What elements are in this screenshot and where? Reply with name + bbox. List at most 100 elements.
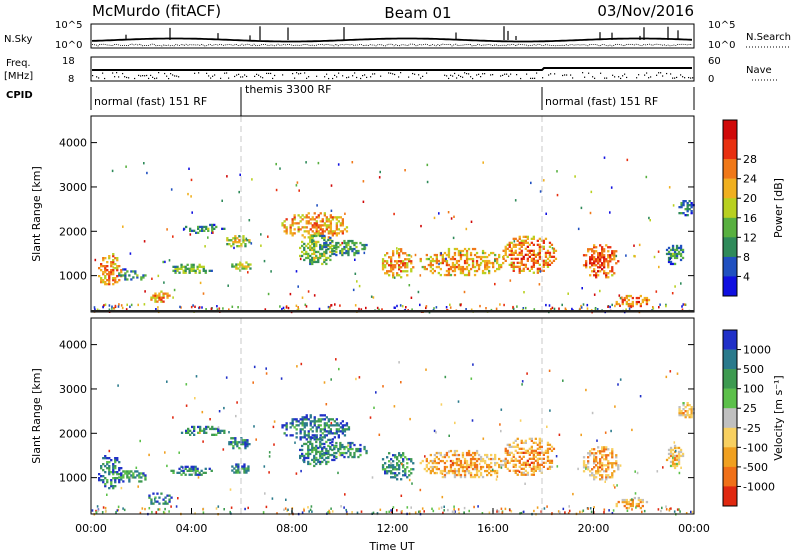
scatter-cell (546, 447, 550, 450)
scatter-cell (673, 466, 677, 470)
scatter-cell (679, 450, 683, 454)
scatter-cell (317, 418, 320, 421)
scatter-cell (118, 479, 121, 482)
scatter-cell (690, 206, 693, 209)
scatter-cell (189, 429, 192, 432)
nave-point (420, 77, 422, 79)
scatter-cell (451, 469, 455, 473)
scatter-cell (514, 245, 517, 248)
scatter-cell (408, 458, 411, 461)
scatter-cell (643, 298, 646, 302)
scatter-cell (112, 467, 115, 470)
scatter-cell (518, 465, 521, 468)
scatter-cell (228, 239, 231, 242)
scatter-cell (291, 420, 294, 423)
scatter-cell (516, 257, 519, 260)
scatter-cell (645, 300, 649, 304)
scatter-cell (608, 509, 610, 512)
scatter-cell (112, 477, 115, 480)
scatter-cell (599, 450, 602, 453)
scatter-cell (455, 265, 459, 269)
scatter-cell (518, 265, 521, 268)
scatter-cell (325, 403, 328, 406)
scatter-cell (613, 258, 616, 261)
scatter-cell (321, 232, 324, 235)
scatter-cell (673, 262, 677, 266)
freq-strip-frame (90, 56, 695, 82)
scatter-cell (207, 229, 210, 232)
scatter-cell (388, 466, 391, 469)
scatter-cell (631, 300, 634, 304)
scatter-cell (191, 229, 194, 232)
scatter-cell (235, 267, 238, 270)
scatter-cell (586, 303, 589, 307)
scatter-cell (523, 291, 525, 294)
scatter-cell (506, 449, 509, 452)
scatter-cell (671, 252, 675, 256)
scatter-cell (675, 254, 679, 258)
colorbar-block (723, 198, 737, 218)
scatter-cell (465, 261, 469, 265)
scatter-cell (686, 204, 689, 207)
scatter-cell (345, 508, 347, 512)
scatter-cell (325, 220, 328, 223)
scatter-cell (232, 237, 235, 240)
scatter-cell (626, 509, 629, 512)
scatter-cell (538, 463, 541, 466)
scatter-cell (555, 455, 558, 458)
scatter-cell (585, 264, 588, 267)
scatter-cell (627, 500, 630, 504)
scatter-cell (532, 467, 535, 470)
scatter-cell (538, 441, 541, 444)
nave-point (638, 74, 640, 76)
scatter-cell (465, 273, 469, 277)
scatter-cell (323, 414, 326, 417)
scatter-cell (603, 511, 605, 514)
scatter-cell (546, 459, 550, 462)
scatter-cell (686, 210, 689, 213)
scatter-cell (281, 424, 284, 427)
scatter-cell (611, 250, 614, 253)
nave-point (144, 75, 146, 77)
scatter-cell (463, 511, 465, 514)
scatter-cell (226, 237, 229, 240)
scatter-cell (313, 226, 316, 229)
scatter-cell (323, 426, 326, 429)
scatter-cell (184, 269, 187, 272)
scatter-cell (160, 296, 163, 299)
scatter-cell (599, 264, 602, 267)
scatter-cell (512, 253, 515, 256)
scatter-cell (390, 462, 393, 465)
scatter-cell (681, 256, 685, 260)
scatter-cell (345, 249, 348, 253)
scatter-cell (625, 294, 628, 298)
scatter-cell (313, 218, 316, 221)
scatter-cell (325, 447, 328, 451)
scatter-cell (388, 256, 391, 259)
scatter-cell (530, 241, 533, 244)
scatter-cell (234, 235, 237, 238)
nave-point (408, 76, 410, 78)
scatter-cell (106, 283, 109, 286)
scatter-cell (372, 296, 375, 299)
scatter-cell (236, 445, 239, 448)
scatter-cell (291, 424, 294, 427)
scatter-cell (297, 420, 300, 423)
scatter-cell (673, 444, 677, 448)
scatter-cell (433, 471, 436, 475)
scatter-cell (538, 267, 541, 270)
scatter-cell (118, 272, 121, 275)
scatter-cell (599, 474, 602, 477)
scatter-cell (520, 439, 523, 442)
scatter-cell (315, 452, 318, 456)
noise-strip-frame (90, 23, 695, 49)
scatter-cell (538, 451, 541, 454)
scatter-cell (399, 304, 402, 307)
scatter-cell (597, 446, 600, 449)
scatter-cell (93, 306, 96, 309)
scatter-cell (223, 431, 226, 434)
scatter-cell (690, 414, 693, 417)
scatter-cell (673, 510, 676, 513)
scatter-cell (315, 250, 318, 254)
scatter-cell (421, 507, 424, 510)
